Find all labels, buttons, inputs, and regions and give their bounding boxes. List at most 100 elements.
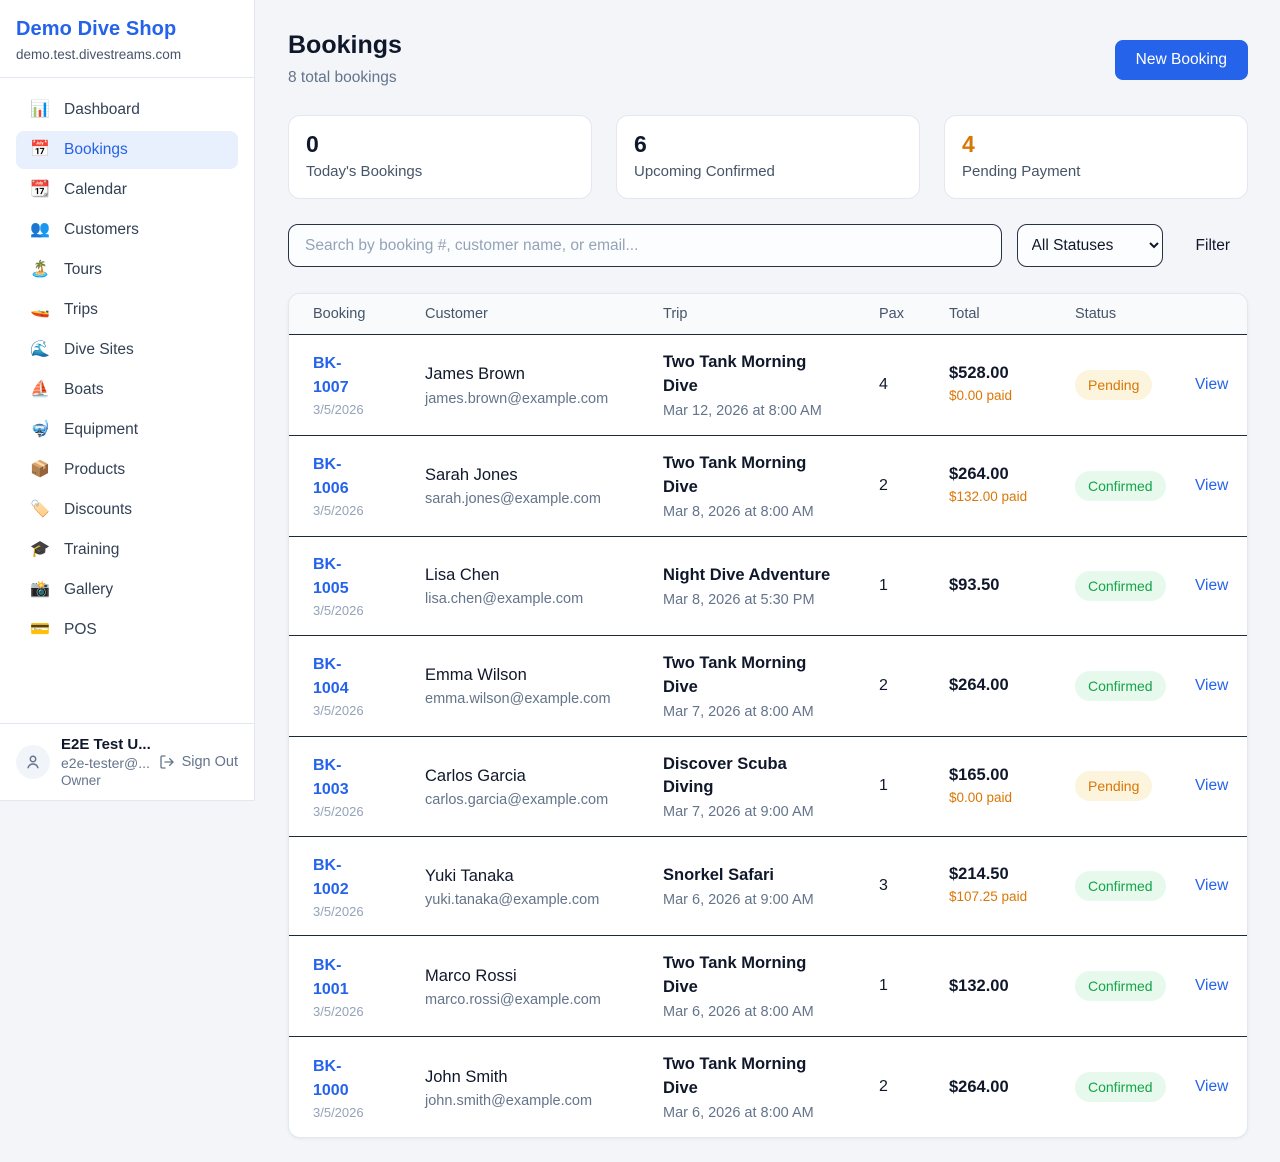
booking-date: 3/5/2026 (313, 603, 364, 619)
sidebar-item-tours[interactable]: 🏝️ Tours (16, 251, 238, 289)
sidebar-item-label: Equipment (64, 421, 139, 438)
filter-button[interactable]: Filter (1178, 229, 1248, 263)
view-link[interactable]: View (1195, 1078, 1229, 1096)
sidebar-item-label: Tours (64, 261, 102, 278)
new-booking-button[interactable]: New Booking (1114, 40, 1248, 80)
trip-datetime: Mar 6, 2026 at 9:00 AM (663, 892, 814, 909)
customer-email: marco.rossi@example.com (425, 991, 601, 1008)
sign-out-button[interactable]: Sign Out (159, 754, 238, 770)
actions-cell: View (1195, 676, 1229, 695)
customer-cell: Yuki Tanaka yuki.tanaka@example.com (425, 865, 663, 908)
paid-amount: $0.00 paid (949, 387, 1013, 403)
customer-name: Sarah Jones (425, 466, 518, 485)
status-cell: Pending (1075, 369, 1195, 400)
total-amount: $264.00 (949, 676, 1009, 695)
booking-number-link[interactable]: BK-1005 (313, 556, 349, 598)
total-cell: $264.00 (949, 1078, 1075, 1097)
view-link[interactable]: View (1195, 375, 1229, 393)
status-filter-select[interactable]: All Statuses (1016, 224, 1163, 267)
customer-cell: James Brown james.brown@example.com (425, 363, 663, 406)
sidebar-item-products[interactable]: 📦 Products (16, 451, 238, 489)
trip-datetime: Mar 7, 2026 at 8:00 AM (663, 703, 814, 720)
sidebar-item-customers[interactable]: 👥 Customers (16, 211, 238, 249)
booking-number-link[interactable]: BK-1002 (313, 856, 349, 898)
sidebar-item-dive-sites[interactable]: 🌊 Dive Sites (16, 331, 238, 369)
booking-cell: BK-1005 3/5/2026 (313, 553, 425, 618)
booking-number-link[interactable]: BK-1001 (313, 956, 349, 998)
sidebar-item-icon: 👥 (30, 221, 50, 238)
sidebar-item-icon: 🎓 (30, 541, 50, 558)
stat-value: 6 (634, 131, 647, 157)
booking-number-link[interactable]: BK-1007 (313, 355, 349, 397)
sidebar-item-label: Customers (64, 221, 139, 238)
stat-label: Pending Payment (962, 163, 1081, 180)
trip-name: Two Tank Morning Dive (663, 653, 807, 696)
column-header-booking: Booking (313, 306, 366, 322)
sidebar-item-discounts[interactable]: 🏷️ Discounts (16, 491, 238, 529)
total-amount: $264.00 (949, 464, 1009, 483)
user-email: e2e-tester@... (61, 755, 150, 771)
sign-out-icon (159, 755, 174, 769)
stat-value: 0 (306, 131, 319, 157)
sidebar-item-bookings[interactable]: 📅 Bookings (16, 131, 238, 169)
pax-value: 2 (879, 476, 888, 494)
view-link[interactable]: View (1195, 877, 1229, 895)
total-amount: $528.00 (949, 363, 1009, 382)
column-header-total: Total (949, 306, 980, 322)
pax-value: 1 (879, 977, 888, 995)
sidebar-header: Demo Dive Shop demo.test.divestreams.com (0, 0, 254, 78)
sidebar-item-gallery[interactable]: 📸 Gallery (16, 571, 238, 609)
sidebar: Demo Dive Shop demo.test.divestreams.com… (0, 0, 255, 801)
view-link[interactable]: View (1195, 476, 1229, 494)
column-header-status: Status (1075, 306, 1117, 322)
paid-amount: $107.25 paid (949, 889, 1028, 905)
sidebar-item-icon: 🌊 (30, 341, 50, 358)
sidebar-item-dashboard[interactable]: 📊 Dashboard (16, 91, 238, 129)
status-badge: Confirmed (1075, 871, 1166, 902)
status-badge: Confirmed (1075, 1072, 1166, 1103)
view-link[interactable]: View (1195, 977, 1229, 995)
bookings-table: Booking Customer Trip Pax Total Status B… (288, 293, 1248, 1139)
view-link[interactable]: View (1195, 676, 1229, 694)
sidebar-item-equipment[interactable]: 🤿 Equipment (16, 411, 238, 449)
booking-date: 3/5/2026 (313, 903, 364, 919)
customer-email: lisa.chen@example.com (425, 591, 584, 608)
customer-email: james.brown@example.com (425, 390, 609, 407)
trip-name: Two Tank Morning Dive (663, 453, 807, 496)
trip-cell: Discover Scuba Diving Mar 7, 2026 at 9:0… (663, 753, 879, 821)
total-cell: $528.00 $0.00 paid (949, 364, 1075, 406)
total-cell: $93.50 (949, 576, 1075, 595)
person-icon (27, 755, 39, 769)
pax-value: 4 (879, 375, 888, 393)
column-header-customer: Customer (425, 306, 488, 322)
booking-number-link[interactable]: BK-1000 (313, 1057, 349, 1099)
status-cell: Confirmed (1075, 871, 1195, 902)
sidebar-item-training[interactable]: 🎓 Training (16, 531, 238, 569)
booking-cell: BK-1003 3/5/2026 (313, 754, 425, 819)
booking-number-link[interactable]: BK-1006 (313, 456, 349, 498)
actions-cell: View (1195, 476, 1229, 495)
pax-value: 1 (879, 576, 888, 594)
sidebar-item-pos[interactable]: 💳 POS (16, 611, 238, 649)
sidebar-item-icon: 📦 (30, 461, 50, 478)
table-row-bk-1001: BK-1001 3/5/2026 Marco Rossi marco.rossi… (289, 935, 1247, 1036)
sidebar-item-label: Products (64, 461, 126, 478)
search-input[interactable] (288, 224, 1002, 267)
sidebar-item-icon: 🚤 (30, 301, 50, 318)
booking-date: 3/5/2026 (313, 703, 364, 719)
customer-name: Marco Rossi (425, 966, 517, 985)
booking-number-link[interactable]: BK-1004 (313, 656, 349, 698)
view-link[interactable]: View (1195, 576, 1229, 594)
view-link[interactable]: View (1195, 777, 1229, 795)
total-amount: $93.50 (949, 576, 1000, 595)
booking-number-link[interactable]: BK-1003 (313, 756, 349, 798)
trip-datetime: Mar 8, 2026 at 5:30 PM (663, 591, 815, 608)
sidebar-item-trips[interactable]: 🚤 Trips (16, 291, 238, 329)
sidebar-item-boats[interactable]: ⛵ Boats (16, 371, 238, 409)
sidebar-item-icon: 🏝️ (30, 261, 50, 278)
actions-cell: View (1195, 576, 1229, 595)
sidebar-item-calendar[interactable]: 📆 Calendar (16, 171, 238, 209)
actions-cell: View (1195, 877, 1229, 895)
status-badge: Confirmed (1075, 971, 1166, 1002)
column-header-pax: Pax (879, 306, 904, 322)
